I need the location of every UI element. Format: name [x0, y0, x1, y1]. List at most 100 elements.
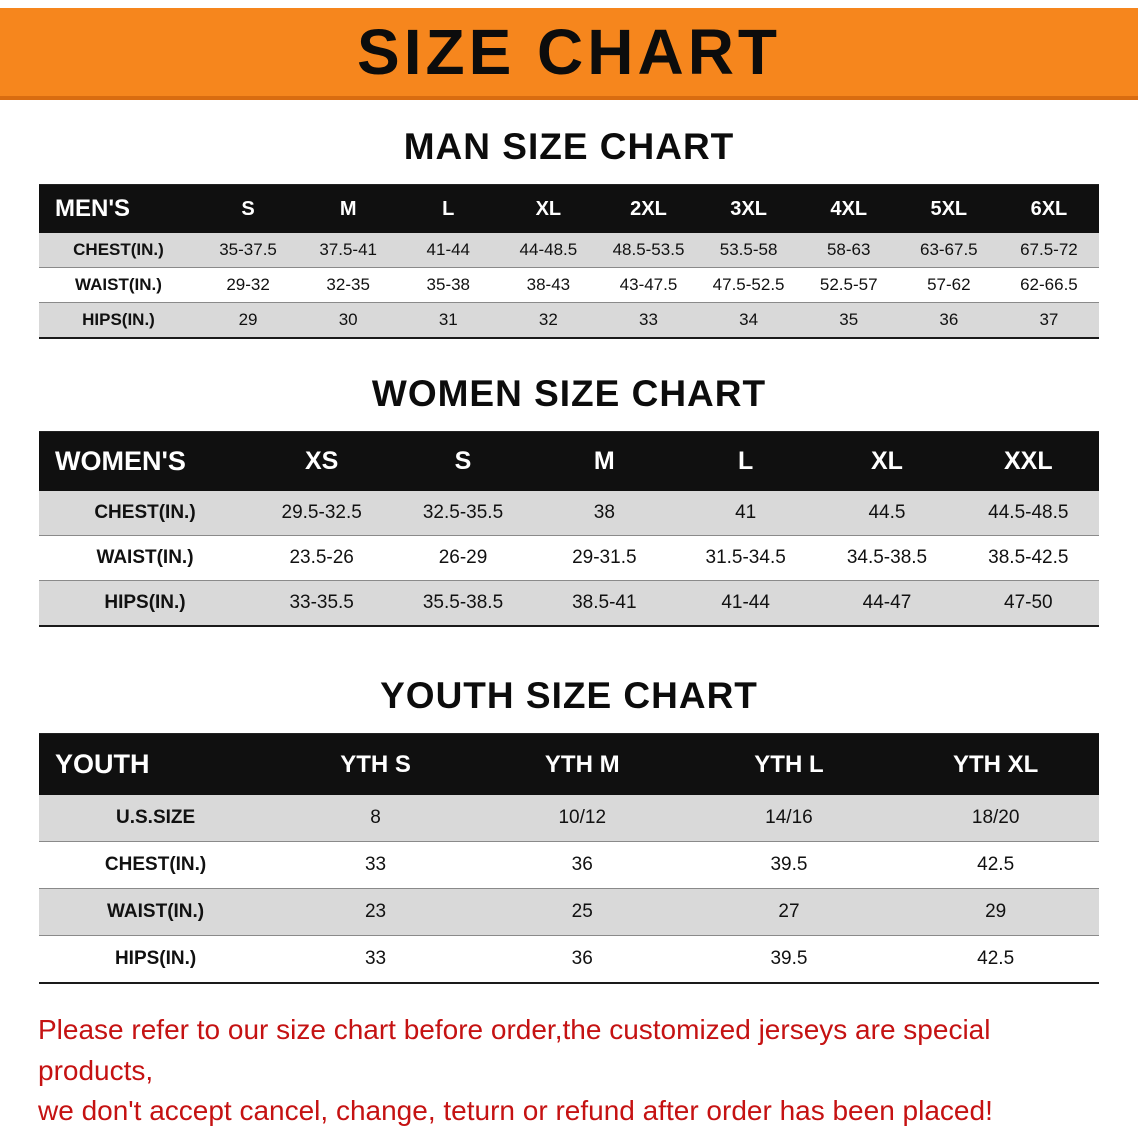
table-cell: 29: [892, 888, 1099, 936]
table-header-row: MEN'S S M L XL 2XL 3XL 4XL 5XL 6XL: [39, 184, 1099, 233]
table-cell: 41-44: [674, 580, 817, 627]
table-cell: 25: [478, 888, 686, 936]
size-header-cell: M: [298, 184, 399, 233]
size-header-cell: 3XL: [698, 184, 799, 233]
row-label: HIPS(IN.): [39, 302, 198, 339]
table-cell: 31.5-34.5: [674, 535, 817, 581]
table-cell: 44-47: [816, 580, 958, 627]
table-cell: 29: [198, 302, 299, 339]
size-header-cell: 6XL: [998, 184, 1099, 233]
table-cell: 47.5-52.5: [698, 267, 799, 303]
table-cell: 18/20: [892, 795, 1099, 842]
size-header-cell: S: [392, 431, 534, 491]
table-cell: 39.5: [685, 935, 893, 984]
table-row: U.S.SIZE 8 10/12 14/16 18/20: [39, 795, 1099, 842]
size-header-cell: YTH S: [272, 733, 479, 795]
table-cell: 34.5-38.5: [816, 535, 958, 581]
table-cell: 26-29: [392, 535, 534, 581]
size-header-cell: XS: [251, 431, 393, 491]
table-cell: 63-67.5: [898, 233, 999, 268]
table-cell: 41: [674, 491, 817, 536]
table-cell: 44-48.5: [498, 233, 599, 268]
row-label: WAIST(IN.): [39, 267, 198, 303]
table-row: CHEST(IN.) 35-37.5 37.5-41 41-44 44-48.5 48.5…: [39, 233, 1099, 268]
table-cell: 47-50: [957, 580, 1099, 627]
table-cell: 10/12: [478, 795, 686, 842]
size-header-cell: YTH XL: [892, 733, 1099, 795]
row-label: CHEST(IN.): [39, 841, 273, 889]
row-label: HIPS(IN.): [39, 580, 251, 627]
footer-note: Please refer to our size chart before or…: [38, 1010, 1108, 1132]
table-cell: 48.5-53.5: [598, 233, 699, 268]
table-cell: 33: [598, 302, 699, 339]
row-label: CHEST(IN.): [39, 233, 198, 268]
table-cell: 35.5-38.5: [392, 580, 534, 627]
table-row: WAIST(IN.) 23.5-26 26-29 29-31.5 31.5-34.5 34…: [39, 535, 1099, 581]
table-cell: 36: [478, 935, 686, 984]
table-cell: 34: [698, 302, 799, 339]
youth-size-table: YOUTH YTH S YTH M YTH L YTH XL U.S.SIZE 8 10/12…: [39, 733, 1099, 984]
table-title-cell: WOMEN'S: [39, 431, 251, 491]
table-row: HIPS(IN.) 33-35.5 35.5-38.5 38.5-41 41-44 44-…: [39, 580, 1099, 627]
table-cell: 33-35.5: [251, 580, 393, 627]
table-cell: 36: [478, 841, 686, 889]
table-cell: 39.5: [685, 841, 893, 889]
footer-note-line1: Please refer to our size chart before or…: [38, 1014, 991, 1086]
size-header-cell: S: [198, 184, 299, 233]
page-title: SIZE CHART: [357, 16, 781, 88]
table-cell: 42.5: [892, 841, 1099, 889]
size-header-cell: 2XL: [598, 184, 699, 233]
table-title-cell: MEN'S: [39, 184, 198, 233]
size-header-cell: 4XL: [798, 184, 899, 233]
table-row: CHEST(IN.) 33 36 39.5 42.5: [39, 841, 1099, 889]
table-cell: 27: [685, 888, 893, 936]
men-section-heading: MAN SIZE CHART: [403, 126, 735, 167]
size-header-cell: YTH M: [478, 733, 686, 795]
table-cell: 32-35: [298, 267, 399, 303]
footer-note-line2: we don't accept cancel, change, teturn o…: [38, 1095, 993, 1127]
table-cell: 36: [898, 302, 999, 339]
table-cell: 31: [398, 302, 499, 339]
table-row: WAIST(IN.) 23 25 27 29: [39, 888, 1099, 936]
section-women: WOMEN SIZE CHART WOMEN'S XS S M L XL XXL CHEST(…: [0, 373, 1138, 627]
table-cell: 35: [798, 302, 899, 339]
table-cell: 58-63: [798, 233, 899, 268]
table-cell: 32.5-35.5: [392, 491, 534, 536]
table-cell: 30: [298, 302, 399, 339]
table-cell: 38-43: [498, 267, 599, 303]
table-cell: 44.5-48.5: [957, 491, 1099, 536]
table-cell: 14/16: [685, 795, 893, 842]
banner: SIZE CHART: [0, 8, 1138, 100]
table-header-row: WOMEN'S XS S M L XL XXL: [39, 431, 1099, 491]
size-header-cell: XL: [498, 184, 599, 233]
section-men: MAN SIZE CHART MEN'S S M L XL 2XL 3XL 4XL 5XL 6XL…: [0, 126, 1138, 339]
table-cell: 23: [272, 888, 479, 936]
table-cell: 67.5-72: [998, 233, 1099, 268]
row-label: WAIST(IN.): [39, 535, 251, 581]
row-label: HIPS(IN.): [39, 935, 273, 984]
table-cell: 33: [272, 935, 479, 984]
table-cell: 37.5-41: [298, 233, 399, 268]
table-row: HIPS(IN.) 29 30 31 32 33 34 35 36 37: [39, 302, 1099, 339]
size-header-cell: YTH L: [685, 733, 893, 795]
table-cell: 33: [272, 841, 479, 889]
table-cell: 62-66.5: [998, 267, 1099, 303]
table-row: CHEST(IN.) 29.5-32.5 32.5-35.5 38 41 44.5 44.5…: [39, 491, 1099, 536]
section-youth: YOUTH SIZE CHART YOUTH YTH S YTH M YTH L YTH…: [0, 675, 1138, 984]
table-cell: 38.5-42.5: [957, 535, 1099, 581]
table-cell: 35-38: [398, 267, 499, 303]
table-cell: 35-37.5: [198, 233, 299, 268]
table-cell: 57-62: [898, 267, 999, 303]
table-cell: 37: [998, 302, 1099, 339]
table-cell: 38: [533, 491, 675, 536]
size-header-cell: XL: [816, 431, 958, 491]
row-label: WAIST(IN.): [39, 888, 273, 936]
table-cell: 29-31.5: [533, 535, 675, 581]
table-cell: 32: [498, 302, 599, 339]
size-header-cell: 5XL: [898, 184, 999, 233]
size-header-cell: M: [533, 431, 675, 491]
size-header-cell: XXL: [957, 431, 1099, 491]
women-size-table: WOMEN'S XS S M L XL XXL CHEST(IN.) 29.5-32.5 32.5…: [39, 431, 1099, 627]
table-title-cell: YOUTH: [39, 733, 273, 795]
table-cell: 8: [272, 795, 479, 842]
